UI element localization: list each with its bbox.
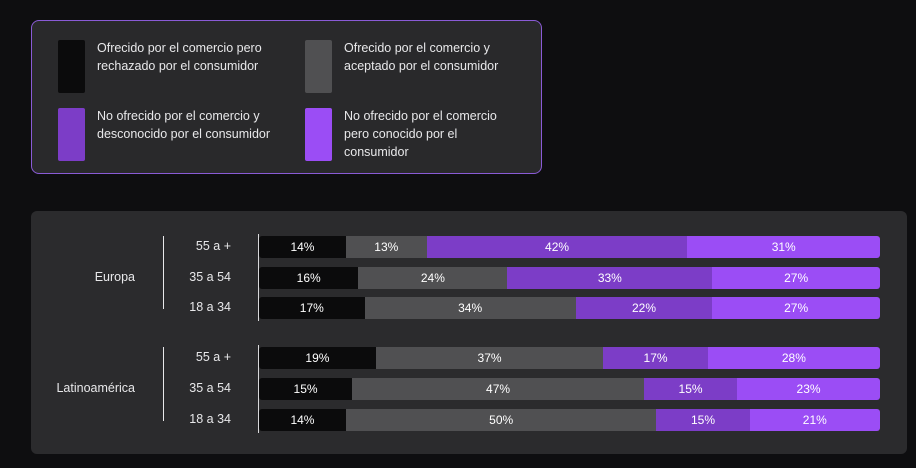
bar-segment-accepted: 47%	[352, 378, 644, 400]
bar-segment-rejected: 14%	[259, 236, 346, 258]
row-label: 55 a +	[195, 350, 231, 364]
bar-segment-unknown: 17%	[603, 347, 708, 369]
bar-segment-known: 28%	[707, 347, 880, 369]
legend-item-accepted: Ofrecido por el comercio y aceptado por …	[305, 40, 524, 93]
stacked-bar: 15% 47% 15% 23%	[259, 378, 880, 400]
bar-segment-rejected: 16%	[259, 267, 359, 289]
bar-segment-unknown: 42%	[426, 236, 688, 258]
chart-panel: Europa 55 a +14% 13% 42% 31% 35 a 54 16% 24% 33%…	[31, 211, 907, 454]
stacked-bar: 14% 13% 42% 31%	[259, 236, 880, 258]
bar-segment-known: 27%	[712, 267, 880, 289]
group-label-0: Europa	[94, 269, 135, 284]
legend-swatch-rejected	[58, 40, 85, 93]
stacked-bar: 16% 24% 33% 27%	[259, 267, 880, 289]
legend-item-unknown: No ofrecido por el comercio y desconocid…	[58, 108, 277, 161]
bar-segment-unknown: 15%	[644, 378, 738, 400]
legend-label-accepted: Ofrecido por el comercio y aceptado por …	[344, 41, 499, 73]
legend-item-known: No ofrecido por el comercio pero conocid…	[305, 108, 524, 161]
legend-swatch-known	[305, 108, 332, 161]
group-axis-0	[258, 234, 259, 321]
row-label: 55 a +	[195, 239, 231, 253]
bar-segment-rejected: 17%	[259, 297, 365, 319]
legend-label-unknown: No ofrecido por el comercio y desconocid…	[97, 109, 271, 141]
legend-swatch-accepted	[305, 40, 332, 93]
stacked-bar: 19% 37% 17% 28%	[259, 347, 880, 369]
bar-segment-unknown: 33%	[507, 267, 713, 289]
group-bracket-0	[163, 236, 164, 309]
bar-segment-rejected: 19%	[259, 347, 376, 369]
bar-segment-rejected: 14%	[259, 409, 346, 431]
bar-segment-accepted: 13%	[345, 236, 427, 258]
legend-swatch-unknown	[58, 108, 85, 161]
bar-segment-unknown: 15%	[656, 409, 750, 431]
bar-segment-known: 27%	[712, 297, 880, 319]
bar-segment-accepted: 37%	[375, 347, 604, 369]
row-label: 18 a 34	[189, 412, 231, 426]
stacked-bar: 14% 50% 15% 21%	[259, 409, 880, 431]
stacked-bar: 17% 34% 22% 27%	[259, 297, 880, 319]
legend-item-rejected: Ofrecido por el comercio pero rechazado …	[58, 40, 277, 93]
bar-segment-known: 23%	[737, 378, 880, 400]
legend-label-rejected: Ofrecido por el comercio pero rechazado …	[97, 41, 262, 73]
bar-segment-known: 21%	[749, 409, 880, 431]
bar-segment-rejected: 15%	[259, 378, 353, 400]
group-bracket-1	[163, 347, 164, 421]
legend-label-known: No ofrecido por el comercio pero conocid…	[344, 109, 497, 159]
bar-segment-known: 31%	[687, 236, 880, 258]
bar-segment-accepted: 24%	[358, 267, 508, 289]
bar-segment-accepted: 34%	[364, 297, 576, 319]
row-label: 35 a 54	[189, 270, 231, 284]
bar-segment-accepted: 50%	[345, 409, 657, 431]
row-label: 18 a 34	[189, 300, 231, 314]
group-label-1: Latinoamérica	[56, 381, 135, 395]
row-label: 35 a 54	[189, 381, 231, 395]
group-axis-1	[258, 345, 259, 433]
bar-segment-unknown: 22%	[575, 297, 713, 319]
legend: Ofrecido por el comercio pero rechazado …	[31, 20, 542, 174]
